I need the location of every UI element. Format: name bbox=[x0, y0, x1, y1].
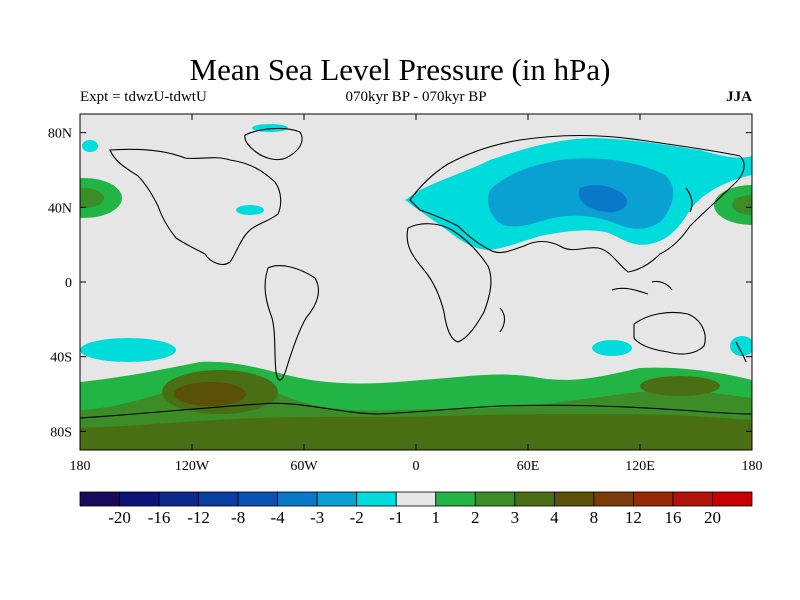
colorbar-swatch bbox=[593, 491, 634, 507]
coast-north-america bbox=[109, 148, 282, 265]
south-indian-minus2 bbox=[592, 340, 632, 356]
colorbar-label: -1 bbox=[389, 508, 403, 527]
colorbar-label: -12 bbox=[187, 508, 210, 527]
map-axes: 180 120W 60W 0 60E 120E 180 80N 40N 0 40S 80S bbox=[48, 114, 763, 474]
colorbar-swatch bbox=[672, 491, 713, 507]
colorbar-label: 20 bbox=[704, 508, 721, 527]
colorbar-swatch bbox=[119, 491, 160, 507]
colorbar-label: -4 bbox=[271, 508, 286, 527]
colorbar-swatch bbox=[553, 491, 595, 507]
colorbar-swatch bbox=[514, 491, 555, 507]
colorbar-label: 16 bbox=[664, 508, 681, 527]
colorbar: -20 -16 -12 -8 -4 -3 -2 -1 1 2 3 4 8 12 16 20 bbox=[79, 491, 753, 527]
y-tick-label: 40S bbox=[50, 351, 72, 366]
colorbar-swatch bbox=[198, 491, 239, 507]
coast-south-america bbox=[264, 265, 319, 381]
x-tick-label: 120W bbox=[175, 459, 210, 474]
colorbar-swatch bbox=[356, 491, 397, 507]
coastlines bbox=[80, 127, 752, 419]
map-field bbox=[80, 114, 752, 450]
colorbar-label: 4 bbox=[550, 508, 559, 527]
south-indian-plus4-center bbox=[640, 376, 720, 396]
colorbar-swatch bbox=[316, 491, 358, 507]
coast-africa bbox=[406, 223, 492, 343]
coast-greenland bbox=[244, 127, 303, 161]
y-tick-label: 80N bbox=[48, 127, 72, 142]
colorbar-swatch bbox=[158, 491, 199, 507]
eurasia-minus4-region bbox=[579, 185, 628, 213]
x-tick-label: 0 bbox=[413, 459, 420, 474]
colorbar-swatch bbox=[79, 491, 120, 507]
colorbar-swatch bbox=[633, 491, 674, 507]
colorbar-swatch bbox=[395, 491, 437, 507]
colorbar-label: 12 bbox=[625, 508, 642, 527]
south-pacific-minus2-west bbox=[80, 338, 176, 362]
colorbar-label: 8 bbox=[590, 508, 599, 527]
coast-indonesia bbox=[611, 280, 673, 295]
x-tick-label: 60W bbox=[290, 459, 318, 474]
experiment-label: Expt = tdwzU-tdwtU bbox=[80, 89, 207, 105]
coast-eurasia bbox=[409, 134, 745, 273]
colorbar-label: -2 bbox=[350, 508, 364, 527]
colorbar-swatch bbox=[277, 491, 318, 507]
colorbar-swatch bbox=[435, 491, 476, 507]
north-pacific-plus3-west bbox=[80, 188, 104, 208]
colorbar-swatch bbox=[712, 491, 753, 507]
colorbar-label: -20 bbox=[108, 508, 131, 527]
north-pacific-plus3-east bbox=[732, 195, 752, 215]
colorbar-swatch bbox=[237, 491, 279, 507]
colorbar-swatch bbox=[474, 491, 516, 507]
coast-australia bbox=[633, 311, 706, 355]
south-pacific-plus8-center bbox=[174, 382, 246, 406]
coast-madagascar bbox=[499, 307, 506, 333]
y-tick-label: 80S bbox=[50, 425, 72, 440]
x-tick-label: 180 bbox=[70, 459, 91, 474]
y-tick-label: 0 bbox=[65, 276, 72, 291]
coast-antarctica bbox=[80, 402, 752, 419]
arctic-minus2 bbox=[82, 140, 98, 152]
colorbar-label: 1 bbox=[432, 508, 441, 527]
colorbar-label: 3 bbox=[511, 508, 520, 527]
season-label: JJA bbox=[726, 89, 752, 105]
colorbar-label: -8 bbox=[231, 508, 245, 527]
colorbar-label: 2 bbox=[471, 508, 480, 527]
x-tick-label: 120E bbox=[625, 459, 655, 474]
colorbar-label: -16 bbox=[148, 508, 171, 527]
coast-new-zealand bbox=[735, 341, 747, 363]
x-tick-label: 60E bbox=[517, 459, 540, 474]
x-tick-label: 180 bbox=[742, 459, 763, 474]
tasman-minus2 bbox=[730, 336, 752, 356]
north-atlantic-minus2 bbox=[236, 205, 264, 215]
antarctica-plus4-region bbox=[80, 414, 752, 450]
coast-japan bbox=[685, 187, 693, 213]
y-tick-label: 40N bbox=[48, 201, 72, 216]
period-label: 070kyr BP - 070kyr BP bbox=[345, 89, 487, 105]
plot-title: Mean Sea Level Pressure (in hPa) bbox=[189, 52, 611, 87]
colorbar-label: -3 bbox=[310, 508, 324, 527]
